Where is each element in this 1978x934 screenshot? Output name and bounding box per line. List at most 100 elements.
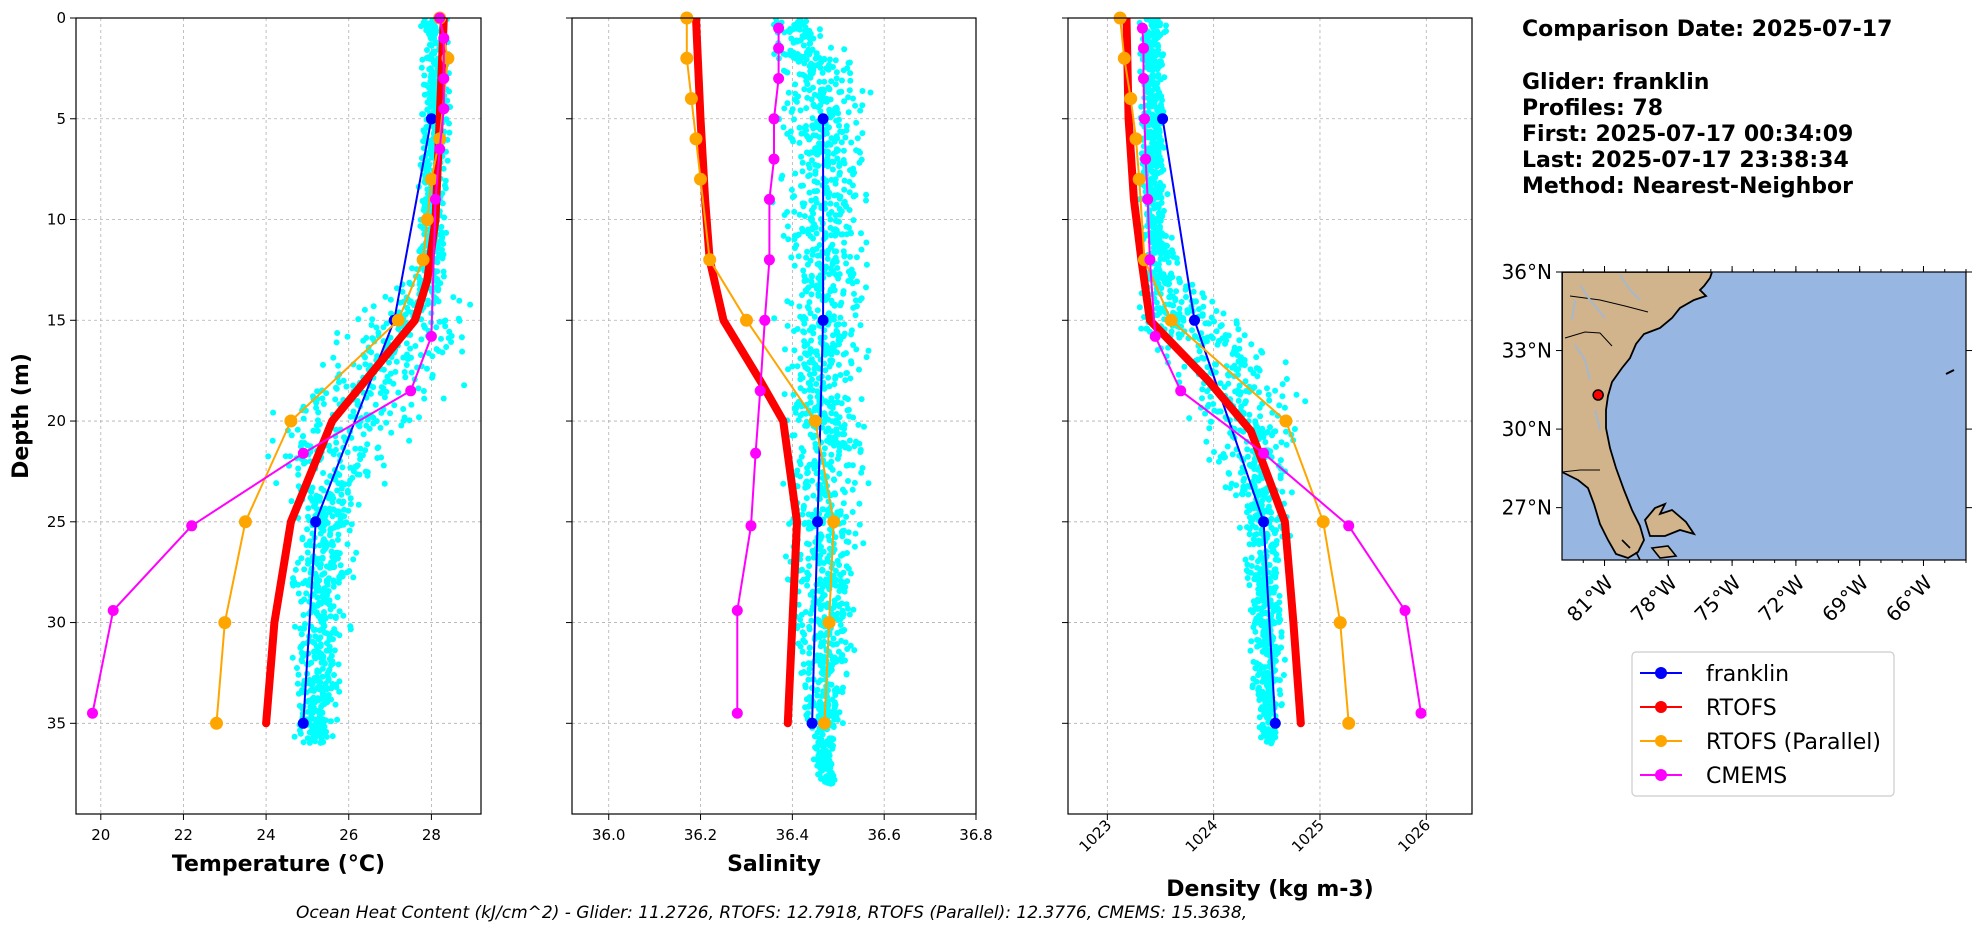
scatter-point	[1184, 309, 1191, 316]
scatter-point	[805, 46, 812, 53]
scatter-point	[1137, 68, 1144, 75]
scatter-point	[386, 378, 393, 385]
scatter-point	[844, 550, 850, 556]
scatter-point	[839, 609, 846, 616]
scatter-point	[847, 277, 854, 284]
scatter-point	[827, 288, 834, 295]
scatter-point	[826, 189, 833, 196]
scatter-point	[330, 451, 337, 458]
scatter-point	[1233, 366, 1240, 373]
scatter-point	[1256, 684, 1262, 691]
scatter-point	[417, 352, 424, 358]
scatter-point	[1264, 385, 1270, 392]
scatter-point	[843, 223, 850, 230]
scatter-point	[831, 270, 837, 277]
scatter-point	[845, 94, 852, 101]
scatter-point	[334, 330, 341, 336]
scatter-point	[834, 329, 841, 336]
scatter-point	[444, 97, 451, 104]
scatter-point	[867, 89, 874, 96]
scatter-point	[829, 241, 836, 248]
scatter-point	[863, 284, 869, 291]
scatter-point	[1157, 51, 1164, 58]
scatter-point	[435, 348, 442, 354]
scatter-point	[827, 357, 834, 364]
scatter-point	[1248, 638, 1255, 645]
scatter-point	[1236, 524, 1243, 531]
scatter-point	[1253, 531, 1260, 538]
scatter-point	[1281, 656, 1288, 663]
scatter-point	[1176, 310, 1183, 317]
scatter-point	[1151, 178, 1158, 185]
scatter-point	[314, 594, 321, 601]
scatter-point	[830, 340, 836, 347]
scatter-point	[339, 464, 346, 471]
series-point-cmems	[1138, 73, 1149, 84]
scatter-point	[297, 730, 304, 737]
scatter-point	[1235, 358, 1242, 365]
scatter-point	[1265, 508, 1271, 515]
scatter-point	[319, 527, 326, 533]
scatter-point	[824, 777, 830, 784]
scatter-point	[792, 81, 799, 88]
scatter-point	[865, 480, 872, 487]
x-tick-label: 1024	[1182, 816, 1222, 856]
islands	[1621, 539, 1678, 560]
scatter-point	[334, 594, 341, 601]
scatter-point	[1257, 587, 1263, 594]
scatter-point	[855, 421, 862, 428]
scatter-point	[1278, 644, 1285, 651]
scatter-point	[301, 566, 308, 573]
scatter-point	[845, 406, 852, 413]
scatter-point	[803, 254, 810, 261]
scatter-point	[1253, 424, 1260, 431]
scatter-point	[1246, 541, 1253, 548]
scatter-point	[831, 192, 838, 199]
scatter-point	[407, 345, 414, 352]
scatter-point	[381, 480, 388, 487]
scatter-point	[347, 413, 354, 420]
scatter-point	[1236, 382, 1243, 389]
scatter-point	[834, 135, 841, 142]
scatter-point	[830, 724, 837, 730]
scatter-point	[1158, 194, 1165, 201]
scatter-point	[835, 420, 842, 426]
scatter-point	[305, 697, 312, 704]
scatter-point	[400, 406, 407, 412]
scatter-point	[1251, 466, 1258, 472]
scatter-point	[336, 608, 343, 615]
scatter-point	[828, 232, 835, 239]
scatter-point	[404, 356, 411, 363]
scatter-point	[809, 207, 815, 214]
scatter-point	[805, 525, 812, 532]
scatter-point	[1252, 628, 1259, 635]
scatter-point	[313, 404, 320, 411]
scatter-point	[1293, 391, 1300, 398]
scatter-point	[335, 362, 342, 369]
scatter-point	[1271, 605, 1278, 611]
scatter-point	[1143, 18, 1150, 22]
scatter-point	[1257, 554, 1264, 561]
legend: franklin RTOFS RTOFS (Parallel) CMEMS	[1631, 651, 1895, 797]
scatter-point	[806, 644, 813, 651]
scatter-point	[1259, 349, 1266, 356]
scatter-point	[301, 651, 308, 658]
scatter-point	[441, 182, 448, 189]
scatter-point	[810, 84, 816, 91]
series-point-rtofs-parallel	[1164, 313, 1178, 327]
scatter-point	[1165, 259, 1172, 266]
scatter-point	[853, 438, 859, 445]
scatter-point	[1259, 648, 1266, 655]
last-time: Last: 2025-07-17 23:38:34	[1522, 148, 1849, 173]
scatter-point	[816, 60, 823, 67]
scatter-point	[842, 134, 849, 141]
scatter-point	[837, 508, 844, 515]
series-point-franklin	[425, 113, 437, 125]
scatter-point	[1283, 441, 1290, 448]
scatter-point	[1269, 432, 1275, 439]
scatter-point	[831, 381, 838, 388]
scatter-point	[805, 541, 812, 548]
scatter-point	[318, 485, 325, 492]
scatter-point	[832, 301, 838, 308]
scatter-point	[1201, 355, 1207, 362]
